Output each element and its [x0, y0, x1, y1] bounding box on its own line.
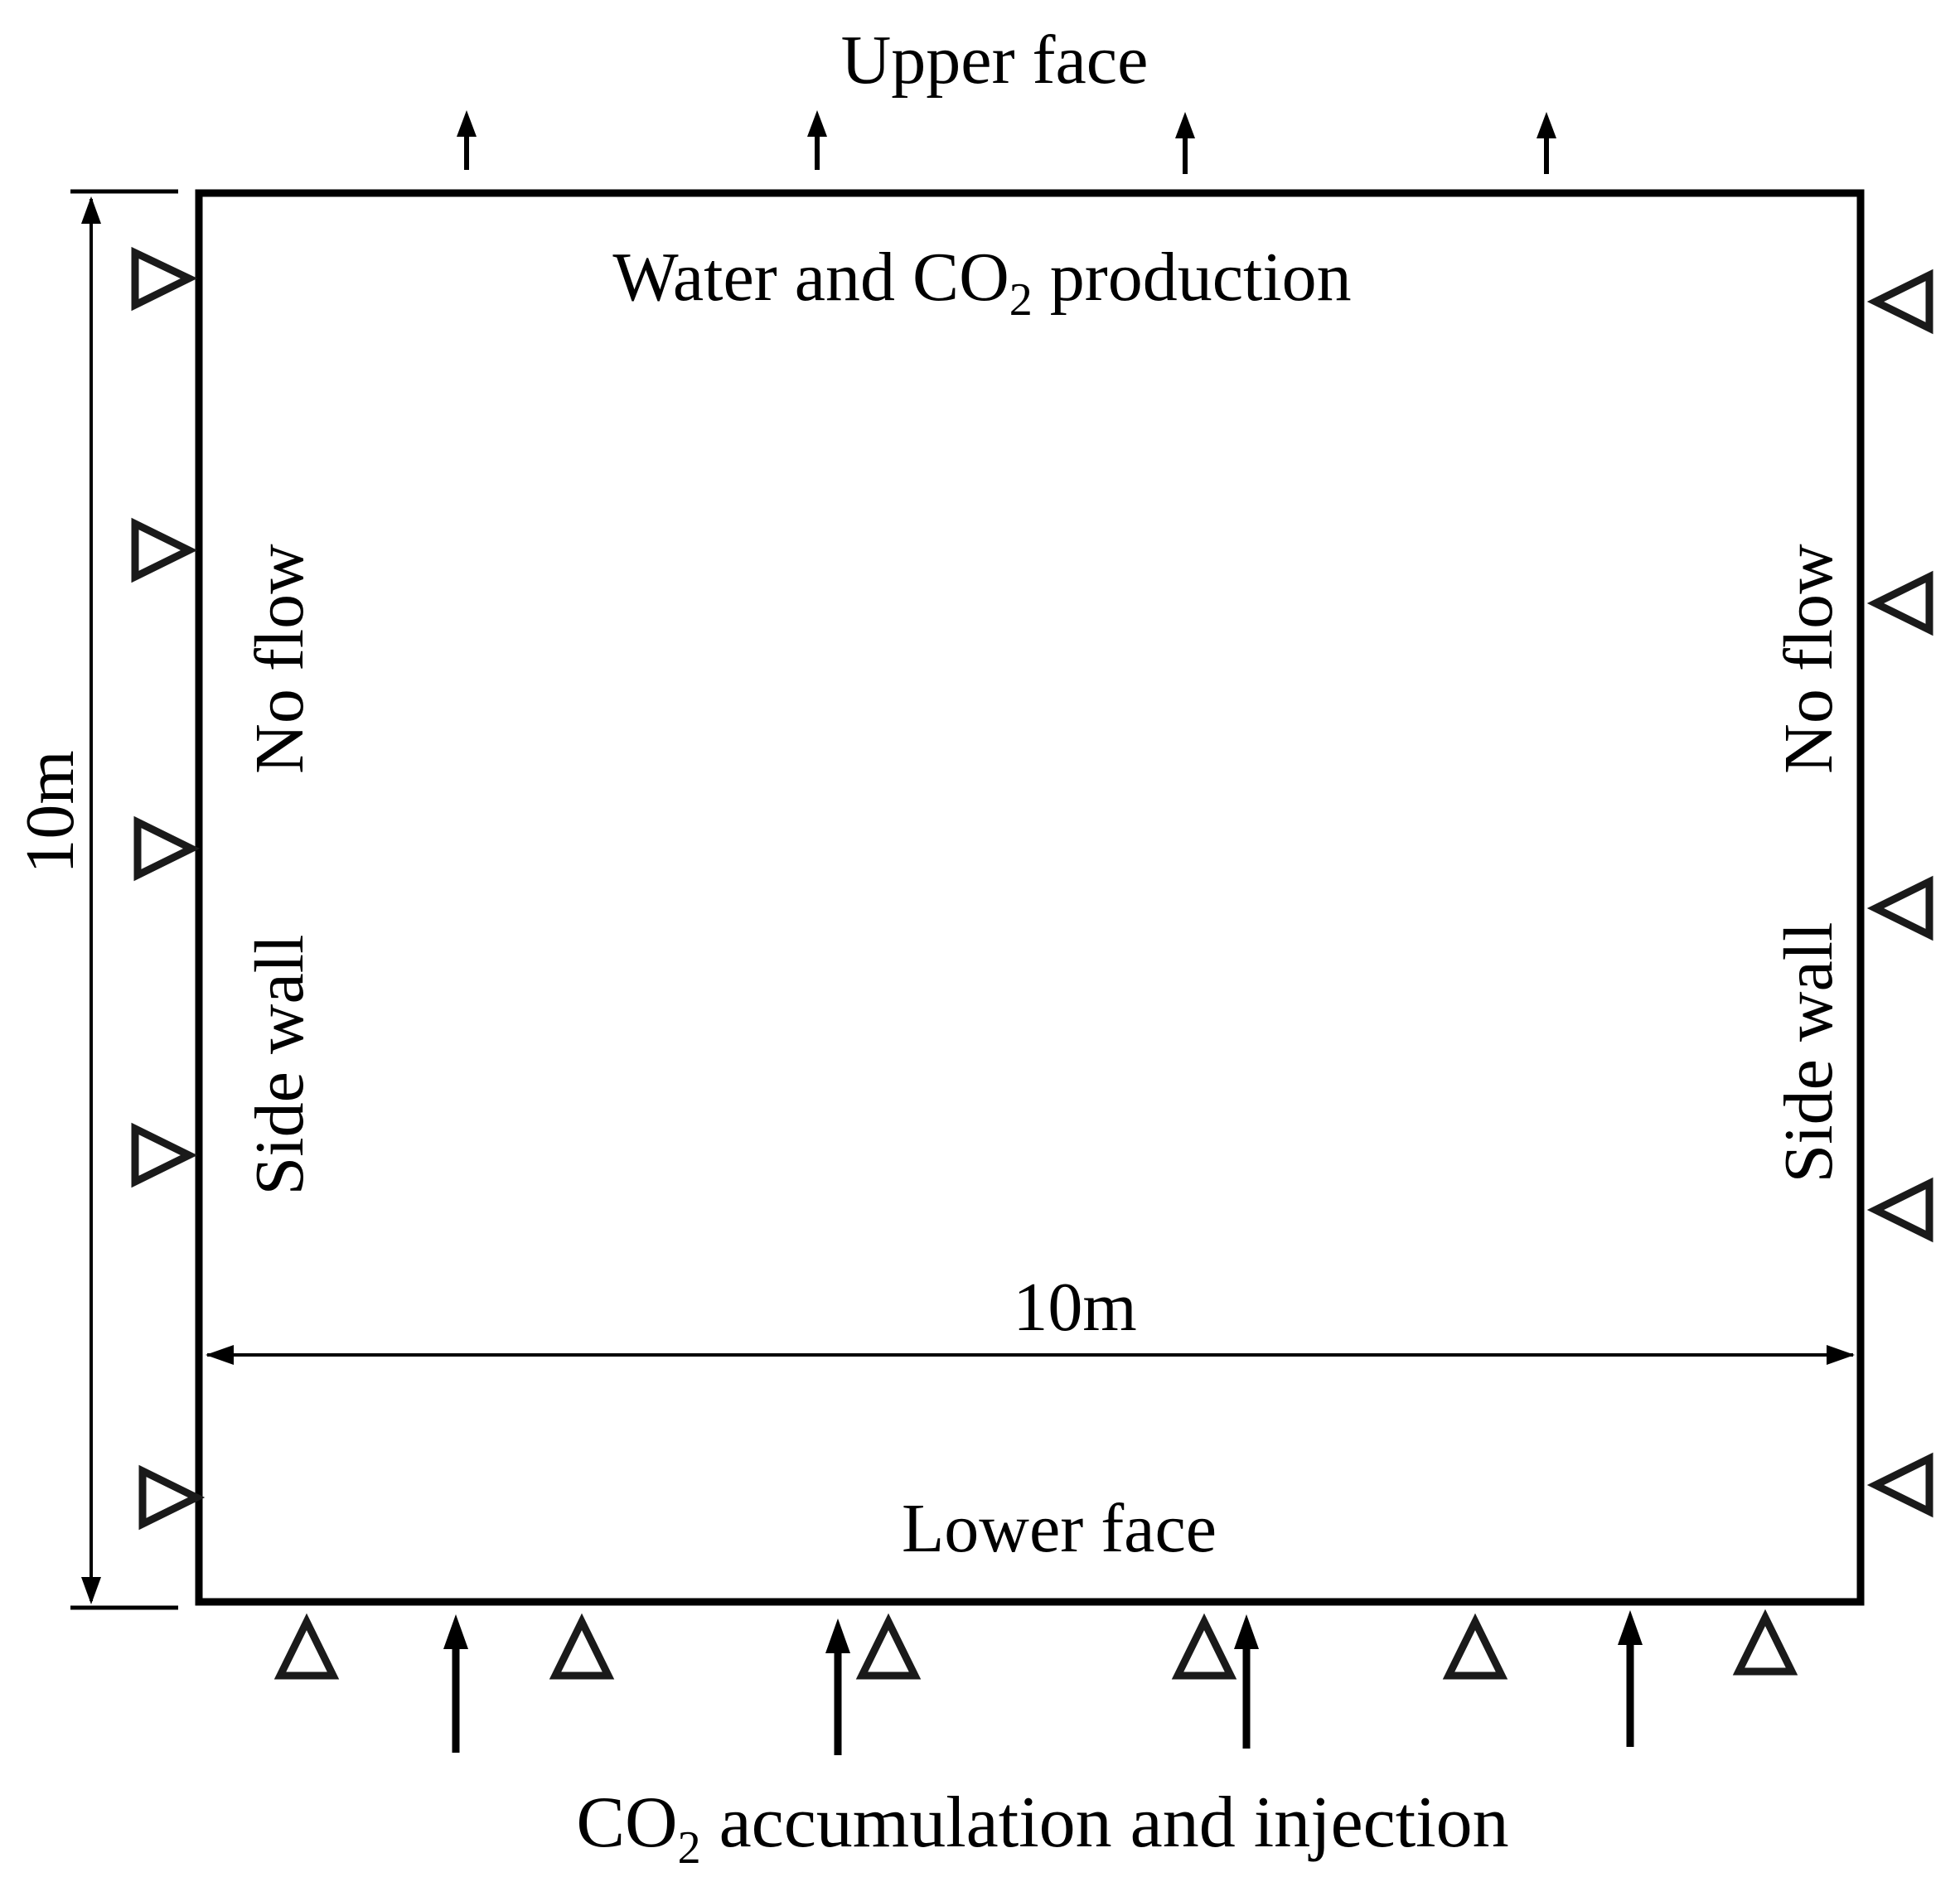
injection-arrows — [443, 1610, 1643, 1755]
right-support-triangle — [1866, 1177, 1933, 1243]
height-dimension-label: 10m — [12, 750, 89, 873]
width-dimension — [206, 1345, 1855, 1365]
height-dimension — [70, 189, 178, 1610]
upper-outflow-arrow — [1175, 112, 1195, 174]
left-support-triangle — [131, 246, 198, 312]
production-label: Water and CO2 production — [612, 239, 1351, 326]
lower-face-label: Lower face — [902, 1490, 1217, 1567]
upper-face-label: Upper face — [841, 22, 1149, 99]
bottom-support-triangle — [273, 1613, 340, 1680]
left-support-triangle — [133, 815, 201, 882]
injection-arrow — [443, 1614, 468, 1753]
upper-outflow-arrows — [457, 110, 1556, 174]
left-support-triangle — [131, 517, 198, 583]
bottom-support-triangle — [549, 1613, 615, 1680]
right-support-triangle — [1866, 268, 1933, 335]
upper-outflow-arrow — [1537, 112, 1556, 174]
bottom-support-triangle — [855, 1613, 922, 1680]
injection-label: CO2 accumulation and injection — [576, 1783, 1508, 1874]
upper-outflow-arrow — [457, 110, 477, 170]
left-side-wall-label: Side wall — [241, 935, 318, 1196]
right-no-flow-label: No flow — [1770, 544, 1847, 774]
upper-outflow-arrow — [807, 110, 827, 170]
bottom-support-triangle — [1732, 1609, 1798, 1676]
injection-arrow — [1618, 1610, 1643, 1747]
injection-arrow — [1234, 1614, 1259, 1749]
left-support-triangle — [131, 1122, 198, 1188]
right-side-wall-label: Side wall — [1770, 922, 1847, 1183]
bottom-support-triangle — [1442, 1613, 1508, 1680]
right-supports — [1866, 268, 1933, 1518]
left-support-triangle — [138, 1464, 206, 1531]
injection-arrow — [825, 1618, 850, 1755]
left-supports — [131, 246, 206, 1531]
right-support-triangle — [1866, 570, 1933, 636]
domain-boundary — [195, 189, 1865, 1606]
bottom-support-triangle — [1171, 1613, 1237, 1680]
right-support-triangle — [1866, 875, 1933, 941]
right-support-triangle — [1866, 1452, 1933, 1518]
left-no-flow-label: No flow — [241, 544, 318, 774]
bottom-supports — [273, 1609, 1798, 1680]
width-dimension-label: 10m — [1013, 1269, 1136, 1346]
